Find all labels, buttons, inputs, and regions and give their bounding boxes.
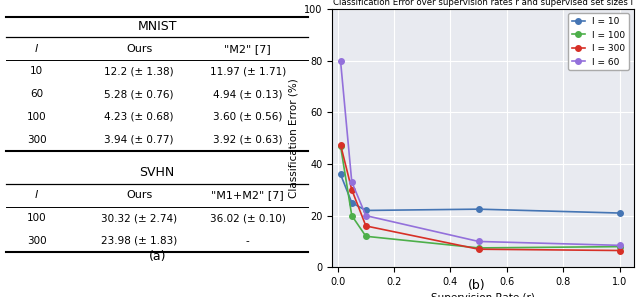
Text: 4.94 (± 0.13): 4.94 (± 0.13) — [213, 89, 282, 99]
Text: 3.60 (± 0.56): 3.60 (± 0.56) — [213, 112, 282, 122]
Text: 100: 100 — [27, 112, 46, 122]
l = 300 — [475, 247, 483, 251]
Text: 300: 300 — [27, 135, 46, 145]
Line: l = 60: l = 60 — [338, 58, 622, 248]
Text: 12.2 (± 1.38): 12.2 (± 1.38) — [104, 67, 174, 76]
l = 10 — [362, 209, 370, 212]
Text: (a): (a) — [148, 250, 166, 263]
Text: 100: 100 — [27, 213, 46, 223]
Text: 30.32 (± 2.74): 30.32 (± 2.74) — [101, 213, 177, 223]
Text: 4.23 (± 0.68): 4.23 (± 0.68) — [104, 112, 174, 122]
Text: 3.94 (± 0.77): 3.94 (± 0.77) — [104, 135, 174, 145]
l = 60 — [337, 59, 344, 62]
l = 100 — [337, 144, 344, 148]
Line: l = 10: l = 10 — [338, 171, 622, 216]
Text: 5.28 (± 0.76): 5.28 (± 0.76) — [104, 89, 174, 99]
Line: l = 300: l = 300 — [338, 142, 622, 253]
Text: l: l — [35, 44, 38, 54]
Text: 60: 60 — [30, 89, 43, 99]
Text: Ours: Ours — [126, 190, 152, 200]
Text: 11.97 (± 1.71): 11.97 (± 1.71) — [209, 67, 285, 76]
Text: -: - — [246, 236, 250, 246]
Text: MNIST: MNIST — [138, 20, 177, 34]
l = 100 — [616, 245, 623, 248]
Text: 10: 10 — [30, 67, 43, 76]
l = 100 — [475, 246, 483, 250]
l = 10 — [616, 211, 623, 215]
X-axis label: Supervision Rate (r): Supervision Rate (r) — [431, 293, 535, 297]
Line: l = 100: l = 100 — [338, 143, 622, 251]
Text: SVHN: SVHN — [140, 166, 175, 179]
Text: l: l — [35, 190, 38, 200]
l = 60 — [362, 214, 370, 217]
l = 300 — [337, 143, 344, 146]
l = 10 — [337, 173, 344, 176]
l = 60 — [348, 180, 356, 184]
Y-axis label: Classification Error (%): Classification Error (%) — [289, 78, 298, 198]
l = 300 — [362, 224, 370, 228]
l = 300 — [348, 188, 356, 192]
Text: 300: 300 — [27, 236, 46, 246]
Text: 36.02 (± 0.10): 36.02 (± 0.10) — [210, 213, 285, 223]
l = 100 — [362, 235, 370, 238]
l = 10 — [475, 207, 483, 211]
l = 60 — [475, 240, 483, 243]
Text: "M2" [7]: "M2" [7] — [224, 44, 271, 54]
Text: 23.98 (± 1.83): 23.98 (± 1.83) — [101, 236, 177, 246]
Text: (b): (b) — [468, 279, 486, 292]
l = 60 — [616, 244, 623, 247]
Text: Ours: Ours — [126, 44, 152, 54]
l = 10 — [348, 201, 356, 205]
Text: "M1+M2" [7]: "M1+M2" [7] — [211, 190, 284, 200]
l = 100 — [348, 214, 356, 217]
Title: Classification Error over supervision rates r and supervised set sizes l: Classification Error over supervision ra… — [333, 0, 633, 7]
Legend: l = 10, l = 100, l = 300, l = 60: l = 10, l = 100, l = 300, l = 60 — [568, 13, 629, 70]
Text: 3.92 (± 0.63): 3.92 (± 0.63) — [213, 135, 282, 145]
l = 300 — [616, 249, 623, 252]
